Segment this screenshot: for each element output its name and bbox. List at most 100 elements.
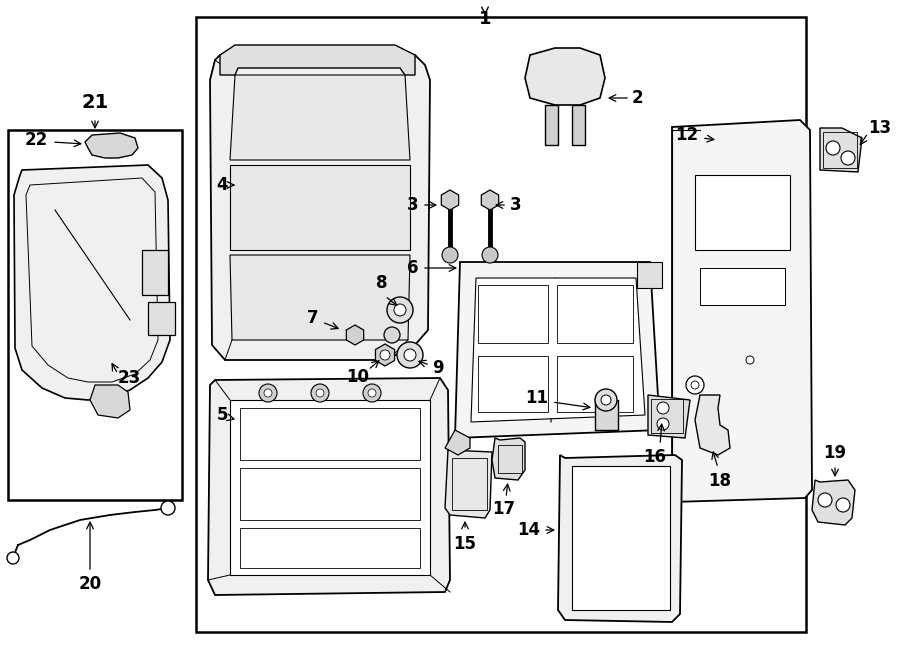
Polygon shape — [85, 133, 138, 158]
Text: 12: 12 — [675, 126, 698, 144]
Polygon shape — [445, 430, 470, 455]
Polygon shape — [196, 17, 806, 632]
Text: 14: 14 — [517, 521, 540, 539]
Text: 15: 15 — [454, 535, 476, 553]
Polygon shape — [672, 120, 812, 502]
Polygon shape — [812, 480, 855, 525]
Polygon shape — [471, 278, 645, 422]
Polygon shape — [346, 325, 364, 345]
Circle shape — [818, 493, 832, 507]
Polygon shape — [595, 400, 618, 430]
Polygon shape — [441, 190, 459, 210]
Polygon shape — [700, 268, 785, 305]
Circle shape — [601, 395, 611, 405]
Polygon shape — [230, 75, 410, 160]
Polygon shape — [478, 356, 548, 412]
Text: 9: 9 — [432, 359, 444, 377]
Text: 21: 21 — [81, 93, 109, 112]
Circle shape — [154, 308, 162, 316]
Polygon shape — [230, 165, 410, 250]
Circle shape — [7, 552, 19, 564]
Text: 2: 2 — [632, 89, 644, 107]
Text: 1: 1 — [479, 10, 491, 28]
Polygon shape — [557, 356, 633, 412]
Polygon shape — [90, 385, 130, 418]
Text: 16: 16 — [644, 448, 667, 466]
Text: 17: 17 — [492, 500, 516, 518]
Polygon shape — [14, 165, 170, 400]
Circle shape — [686, 376, 704, 394]
Polygon shape — [148, 302, 175, 335]
Polygon shape — [230, 400, 430, 575]
Circle shape — [166, 308, 174, 316]
Text: 18: 18 — [708, 472, 732, 490]
Polygon shape — [220, 45, 415, 75]
Circle shape — [363, 384, 381, 402]
Polygon shape — [240, 408, 420, 460]
Circle shape — [316, 389, 324, 397]
Circle shape — [384, 327, 400, 343]
Circle shape — [595, 389, 617, 411]
Polygon shape — [375, 344, 394, 366]
Polygon shape — [455, 262, 660, 438]
Circle shape — [442, 247, 458, 263]
Circle shape — [161, 501, 175, 515]
Circle shape — [154, 321, 162, 329]
Polygon shape — [525, 48, 605, 105]
Circle shape — [836, 498, 850, 512]
Polygon shape — [230, 255, 410, 340]
Text: 13: 13 — [868, 119, 891, 137]
Circle shape — [259, 384, 277, 402]
Polygon shape — [240, 528, 420, 568]
Circle shape — [826, 141, 840, 155]
Polygon shape — [8, 130, 182, 500]
Polygon shape — [572, 105, 585, 145]
Text: 10: 10 — [346, 368, 370, 386]
Polygon shape — [545, 105, 558, 145]
Circle shape — [404, 349, 416, 361]
Text: 19: 19 — [824, 444, 847, 462]
Text: 6: 6 — [407, 259, 418, 277]
Text: 3: 3 — [407, 196, 418, 214]
Circle shape — [691, 381, 699, 389]
Polygon shape — [445, 450, 492, 518]
Text: 23: 23 — [118, 369, 141, 387]
Text: 5: 5 — [217, 406, 228, 424]
Circle shape — [147, 275, 157, 285]
Circle shape — [841, 151, 855, 165]
Polygon shape — [478, 285, 548, 343]
Circle shape — [394, 304, 406, 316]
Text: 7: 7 — [306, 309, 318, 327]
Circle shape — [147, 257, 157, 267]
Text: 11: 11 — [525, 389, 548, 407]
Circle shape — [397, 342, 423, 368]
Polygon shape — [557, 285, 633, 343]
Polygon shape — [820, 128, 862, 172]
Polygon shape — [558, 455, 682, 622]
Polygon shape — [648, 395, 690, 438]
Polygon shape — [142, 250, 168, 295]
Text: 22: 22 — [25, 131, 48, 149]
Polygon shape — [637, 262, 662, 288]
Polygon shape — [492, 438, 525, 480]
Circle shape — [657, 418, 669, 430]
Text: 8: 8 — [376, 274, 388, 292]
Polygon shape — [695, 175, 790, 250]
Circle shape — [482, 247, 498, 263]
Text: 20: 20 — [78, 575, 102, 593]
Circle shape — [657, 402, 669, 414]
Circle shape — [387, 297, 413, 323]
Text: 4: 4 — [216, 176, 228, 194]
Polygon shape — [240, 468, 420, 520]
Circle shape — [264, 389, 272, 397]
Circle shape — [746, 356, 754, 364]
Circle shape — [368, 389, 376, 397]
Polygon shape — [208, 378, 450, 595]
Circle shape — [380, 350, 390, 360]
Polygon shape — [572, 466, 670, 610]
Polygon shape — [210, 55, 430, 360]
Text: 3: 3 — [510, 196, 522, 214]
Polygon shape — [482, 190, 499, 210]
Polygon shape — [695, 395, 730, 455]
Circle shape — [311, 384, 329, 402]
